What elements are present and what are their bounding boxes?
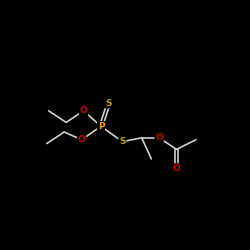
Text: O: O <box>155 133 163 142</box>
Text: S: S <box>106 99 112 108</box>
Text: O: O <box>173 164 180 173</box>
Text: S: S <box>119 137 126 146</box>
Text: O: O <box>80 106 88 115</box>
Text: O: O <box>78 135 86 144</box>
Text: P: P <box>98 122 104 131</box>
